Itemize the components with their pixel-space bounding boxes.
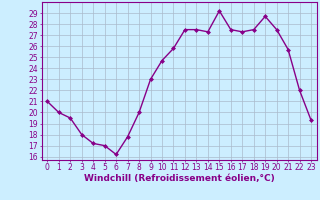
X-axis label: Windchill (Refroidissement éolien,°C): Windchill (Refroidissement éolien,°C)	[84, 174, 275, 183]
